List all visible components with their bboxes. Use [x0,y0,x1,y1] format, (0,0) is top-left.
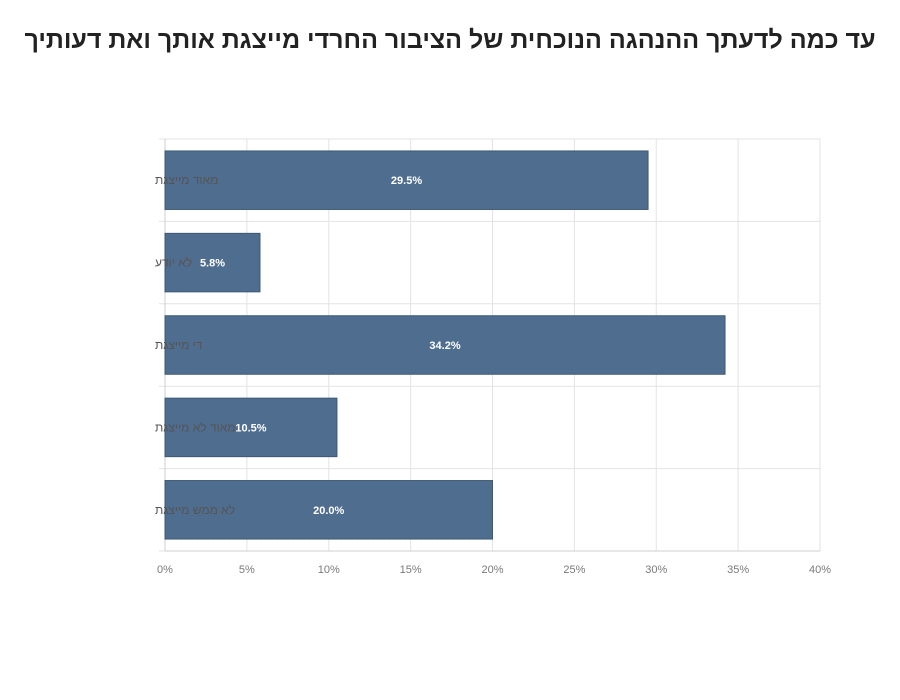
data-label: 34.2% [429,340,460,352]
category-label: מאוד מייצגת [155,173,218,187]
category-label: די מייצגת [155,338,203,352]
data-label: 10.5% [235,422,266,434]
data-label: 20.0% [313,505,344,517]
bar [164,150,649,210]
x-tick-label: 20% [481,564,503,576]
x-tick-label: 0% [157,564,173,576]
bar [164,480,493,540]
labels: 0% 5% 10% 15% 20% 25% 30% 35% 40% מאוד מייצגת 29.5… [155,173,831,576]
category-label: לא ממש מייצגת [155,503,235,517]
x-tick-label: 10% [318,564,340,576]
category-label: לא יודע [155,256,192,270]
chart-title: עד כמה לדעתך ההנהגה הנוכחית של הציבור הח… [24,26,876,54]
x-tick-label: 25% [563,564,585,576]
x-tick-label: 15% [400,564,422,576]
x-tick-label: 5% [239,564,255,576]
x-tick-label: 35% [727,564,749,576]
x-tick-label: 30% [645,564,667,576]
bar [164,232,261,293]
data-label: 5.8% [200,258,225,270]
bar [164,315,726,375]
bars [164,150,726,540]
data-label: 29.5% [391,175,422,187]
x-tick-label: 40% [809,564,831,576]
bar [164,397,338,458]
category-label: מאוד לא מייצגת [155,420,236,434]
